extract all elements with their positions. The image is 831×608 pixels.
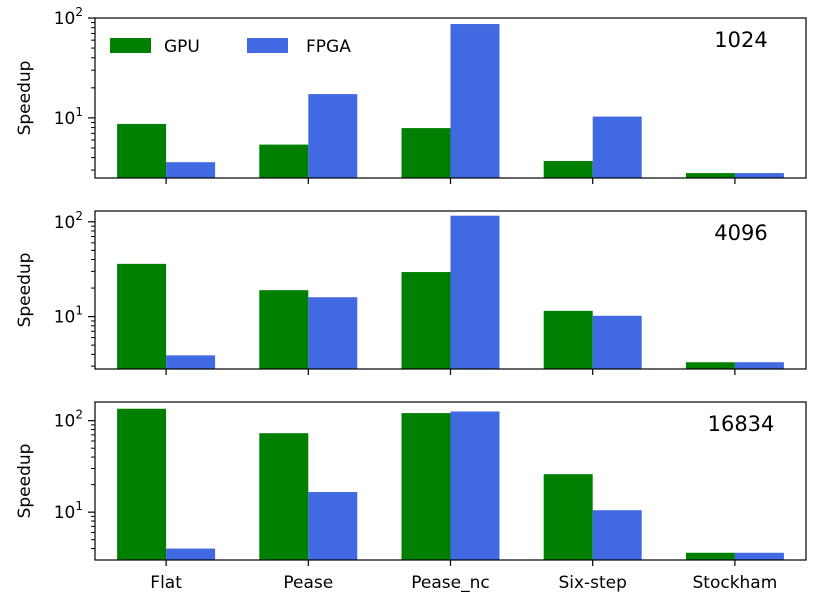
y-tick-label: 101	[54, 304, 83, 328]
bar-fpga-stockham-panel-2	[734, 552, 784, 560]
bar-gpu-pease_nc-panel-0	[401, 128, 451, 178]
y-tick-label: 102	[54, 5, 83, 29]
bar-gpu-pease-panel-1	[259, 290, 309, 369]
panel-2: 101 102 Speedup 16834	[15, 401, 807, 566]
x-tick-label-stockham: Stockham	[692, 573, 777, 593]
bar-gpu-six-step-panel-2	[543, 474, 593, 560]
bar-fpga-six-step-panel-1	[592, 315, 642, 369]
bar-fpga-pease-panel-0	[308, 94, 358, 178]
y-axis-label: Speedup	[15, 61, 35, 136]
bar-fpga-six-step-panel-2	[592, 510, 642, 560]
panel-2-bars	[117, 408, 784, 560]
x-tick-label-six-step: Six-step	[558, 573, 626, 593]
y-axis-label: Speedup	[15, 444, 35, 519]
panel-1-bars	[117, 215, 784, 369]
bar-gpu-stockham-panel-2	[685, 552, 735, 560]
panel-1: 101 102 Speedup 4096	[15, 209, 807, 375]
bar-gpu-six-step-panel-0	[543, 161, 593, 178]
x-tick-label-flat: Flat	[150, 573, 182, 593]
bar-gpu-pease-panel-0	[259, 144, 309, 178]
panel-size-label: 16834	[708, 412, 775, 436]
legend-label-fpga: FPGA	[306, 37, 351, 57]
bar-fpga-pease-panel-1	[308, 297, 358, 369]
bar-fpga-pease_nc-panel-0	[450, 24, 500, 178]
legend: GPU FPGA	[110, 37, 351, 57]
y-axis-label: Speedup	[15, 253, 35, 328]
bar-fpga-flat-panel-0	[166, 162, 216, 178]
bar-gpu-stockham-panel-0	[685, 173, 735, 178]
bar-gpu-pease_nc-panel-1	[401, 272, 451, 369]
panel-size-label: 1024	[714, 28, 767, 52]
y-tick-label: 101	[54, 499, 83, 523]
panel-0-bars	[117, 24, 784, 178]
bar-fpga-stockham-panel-0	[734, 173, 784, 178]
bar-gpu-six-step-panel-1	[543, 310, 593, 369]
panel-size-label: 4096	[714, 221, 767, 245]
bar-fpga-pease_nc-panel-2	[450, 411, 500, 560]
x-tick-label-pease: Pease	[283, 573, 333, 593]
bar-gpu-pease-panel-2	[259, 433, 309, 560]
x-tick-label-pease_nc: Pease_nc	[411, 573, 489, 593]
bar-gpu-flat-panel-0	[117, 123, 167, 178]
bar-fpga-flat-panel-2	[166, 548, 216, 560]
bar-fpga-six-step-panel-0	[592, 116, 642, 178]
y-tick-label: 102	[54, 408, 83, 432]
bar-fpga-stockham-panel-1	[734, 362, 784, 369]
y-tick-label: 102	[54, 209, 83, 233]
bar-gpu-flat-panel-2	[117, 408, 167, 560]
legend-swatch-fpga	[247, 38, 288, 53]
bar-gpu-pease_nc-panel-2	[401, 413, 451, 560]
bar-gpu-stockham-panel-1	[685, 362, 735, 369]
bar-gpu-flat-panel-1	[117, 263, 167, 369]
legend-label-gpu: GPU	[164, 37, 200, 57]
panel-0: 101 102 Speedup 1024	[15, 5, 807, 184]
legend-swatch-gpu	[110, 38, 151, 53]
y-tick-label: 101	[54, 105, 83, 129]
bar-fpga-flat-panel-1	[166, 355, 216, 369]
bar-fpga-pease_nc-panel-1	[450, 215, 500, 369]
bar-fpga-pease-panel-2	[308, 492, 358, 560]
